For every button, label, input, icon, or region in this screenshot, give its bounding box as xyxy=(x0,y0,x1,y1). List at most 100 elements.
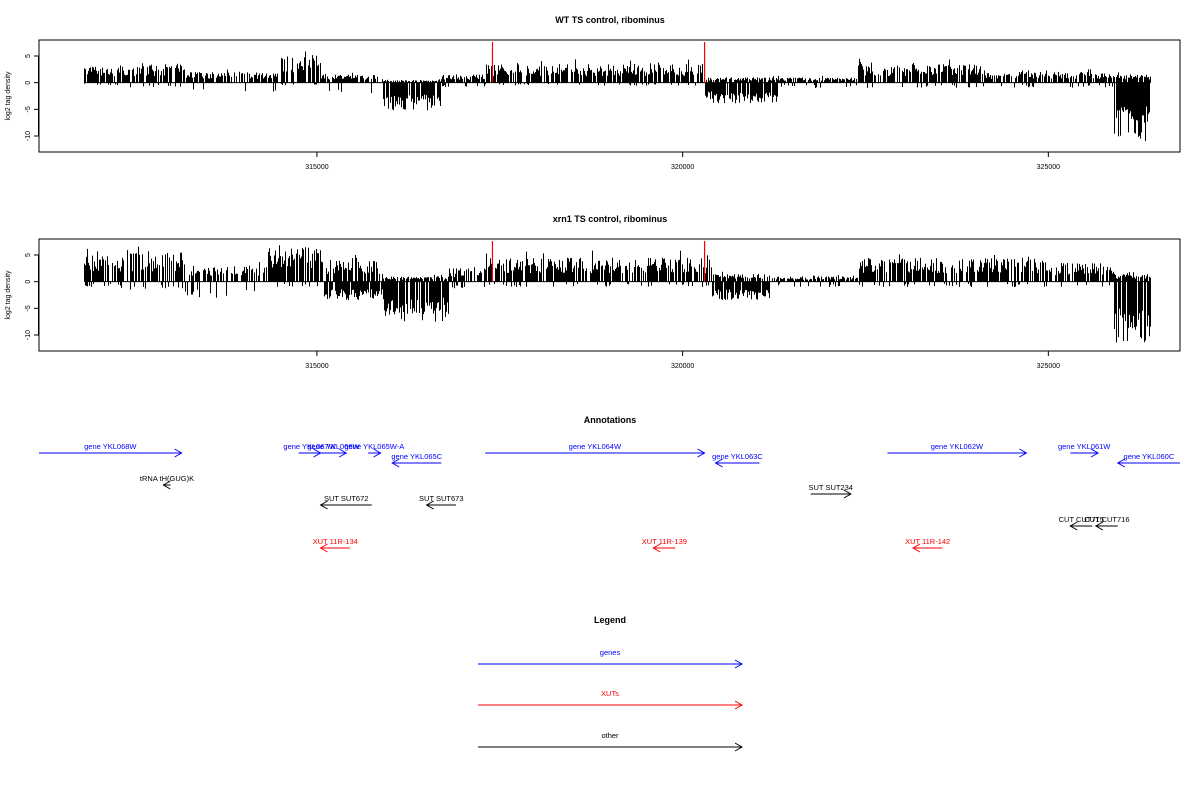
legend-arrowhead xyxy=(734,742,744,752)
annotation-feature: gene YKL063C xyxy=(712,452,763,468)
feature-label: tRNA tH(GUG)K xyxy=(140,474,194,483)
annotation-feature: XUT 11R-142 xyxy=(905,537,950,553)
feature-label: XUT 11R-139 xyxy=(642,537,687,546)
feature-arrowhead xyxy=(162,480,171,490)
legend-label: other xyxy=(601,731,619,740)
wt-y-axis-label: log2 tag density xyxy=(5,71,12,121)
annotation-track: Annotations gene YKL068W gene YKL067Wgene… xyxy=(39,415,1180,553)
annotations-title: Annotations xyxy=(584,415,637,425)
y-tick-label: 5 xyxy=(25,54,32,58)
legend: Legend genes XUTs other xyxy=(478,615,744,752)
feature-label: SUT SUT234 xyxy=(809,483,853,492)
feature-label: XUT 11R-142 xyxy=(905,537,950,546)
annotation-feature: XUT 11R-134 xyxy=(313,537,358,553)
legend-label: genes xyxy=(600,648,621,657)
feature-label: CUT CUT715 xyxy=(1059,515,1104,524)
feature-arrowhead xyxy=(174,448,183,458)
x-tick-label: 320000 xyxy=(671,164,694,171)
feature-arrowhead xyxy=(338,448,348,458)
x-tick-label: 315000 xyxy=(305,363,328,370)
feature-arrowhead xyxy=(1019,448,1028,458)
legend-arrowhead xyxy=(734,700,744,710)
annotation-feature: CUT CUT715 xyxy=(1059,515,1104,531)
feature-label: gene YKL067W xyxy=(283,442,336,451)
xrn1-track-title: xrn1 TS control, ribominus xyxy=(553,214,668,224)
feature-arrowhead xyxy=(1069,521,1078,531)
annotation-feature: XUT 11R-139 xyxy=(642,537,687,553)
annotation-feature: tRNA tH(GUG)K xyxy=(140,474,194,490)
wt-red-markers xyxy=(491,42,706,83)
feature-arrowhead xyxy=(697,448,706,458)
legend-items: genes XUTs other xyxy=(478,648,744,752)
feature-arrowhead xyxy=(319,500,328,510)
feature-arrowhead xyxy=(1094,521,1104,531)
wt-track-title: WT TS control, ribominus xyxy=(555,15,665,25)
annotation-feature: gene YKL065C xyxy=(391,452,443,468)
xrn1-track-panel: xrn1 TS control, ribominus log2 tag dens… xyxy=(5,214,1181,370)
feature-label: gene YKL060C xyxy=(1124,452,1175,461)
y-tick-label: -5 xyxy=(25,106,32,112)
feature-label: gene YKL062W xyxy=(931,442,984,451)
y-tick-label: 5 xyxy=(25,253,32,257)
feature-arrowhead xyxy=(373,448,382,458)
feature-arrowhead xyxy=(319,543,328,553)
y-tick-label: -10 xyxy=(25,330,32,340)
y-tick-label: -5 xyxy=(25,305,32,311)
wt-y-axis: 5 0 -5 -10 xyxy=(25,54,39,141)
wt-x-axis: 315000 320000 325000 xyxy=(305,151,1060,171)
annotation-feature: gene YKL064W xyxy=(485,442,706,458)
xrn1-x-axis: 315000 320000 325000 xyxy=(305,350,1060,370)
annotation-feature: gene YKL065W-A xyxy=(344,442,404,458)
wt-plot-frame xyxy=(38,39,1181,153)
feature-label: gene YKL063C xyxy=(712,452,763,461)
feature-label: gene YKL068W xyxy=(84,442,137,451)
legend-title: Legend xyxy=(594,615,626,625)
feature-label: CUT CUT716 xyxy=(1084,515,1129,524)
annotation-feature: gene YKL060C xyxy=(1116,452,1180,468)
feature-arrowhead xyxy=(391,458,400,468)
feature-arrowhead xyxy=(425,500,434,510)
x-tick-label: 315000 xyxy=(305,164,328,171)
feature-arrowhead xyxy=(1090,448,1100,458)
x-tick-label: 325000 xyxy=(1037,363,1060,370)
legend-arrowhead xyxy=(734,659,744,669)
wt-density-bars xyxy=(84,51,1151,142)
feature-label: gene YKL064W xyxy=(569,442,622,451)
feature-label: XUT 11R-134 xyxy=(313,537,358,546)
y-tick-label: 0 xyxy=(25,81,32,85)
annotation-feature: gene YKL066W xyxy=(307,442,361,458)
legend-item: genes xyxy=(478,648,744,669)
legend-item: XUTs xyxy=(478,689,744,710)
xrn1-red-markers xyxy=(491,241,706,282)
annotation-feature: SUT SUT672 xyxy=(319,494,372,510)
legend-label: XUTs xyxy=(601,689,619,698)
y-tick-label: -10 xyxy=(25,131,32,141)
annotation-feature: gene YKL062W xyxy=(887,442,1028,458)
y-tick-label: 0 xyxy=(25,280,32,284)
x-tick-label: 320000 xyxy=(671,363,694,370)
xrn1-y-axis: 5 0 -5 -10 xyxy=(25,253,39,340)
x-tick-label: 325000 xyxy=(1037,164,1060,171)
feature-arrowhead xyxy=(912,543,921,553)
xrn1-plot-frame xyxy=(38,238,1181,352)
feature-label: SUT SUT672 xyxy=(324,494,368,503)
feature-arrowhead xyxy=(714,458,723,468)
annotation-feature: SUT SUT234 xyxy=(809,483,853,499)
xrn1-y-axis-label: log2 tag density xyxy=(5,270,12,320)
feature-label: SUT SUT673 xyxy=(419,494,463,503)
xrn1-density-bars xyxy=(84,245,1151,343)
annotation-feature: SUT SUT673 xyxy=(419,494,464,510)
legend-item: other xyxy=(478,731,744,752)
annotation-feature: CUT CUT716 xyxy=(1084,515,1130,531)
feature-label: gene YKL061W xyxy=(1058,442,1111,451)
feature-label: gene YKL065W-A xyxy=(344,442,404,451)
annotation-feature: gene YKL061W xyxy=(1058,442,1111,458)
annotation-feature: gene YKL068W xyxy=(39,442,183,458)
feature-label: gene YKL065C xyxy=(391,452,442,461)
wt-track-panel: WT TS control, ribominus log2 tag densit… xyxy=(5,15,1181,171)
feature-arrowhead xyxy=(652,543,661,553)
feature-label: gene YKL066W xyxy=(307,442,360,451)
feature-arrowhead xyxy=(1116,458,1126,468)
